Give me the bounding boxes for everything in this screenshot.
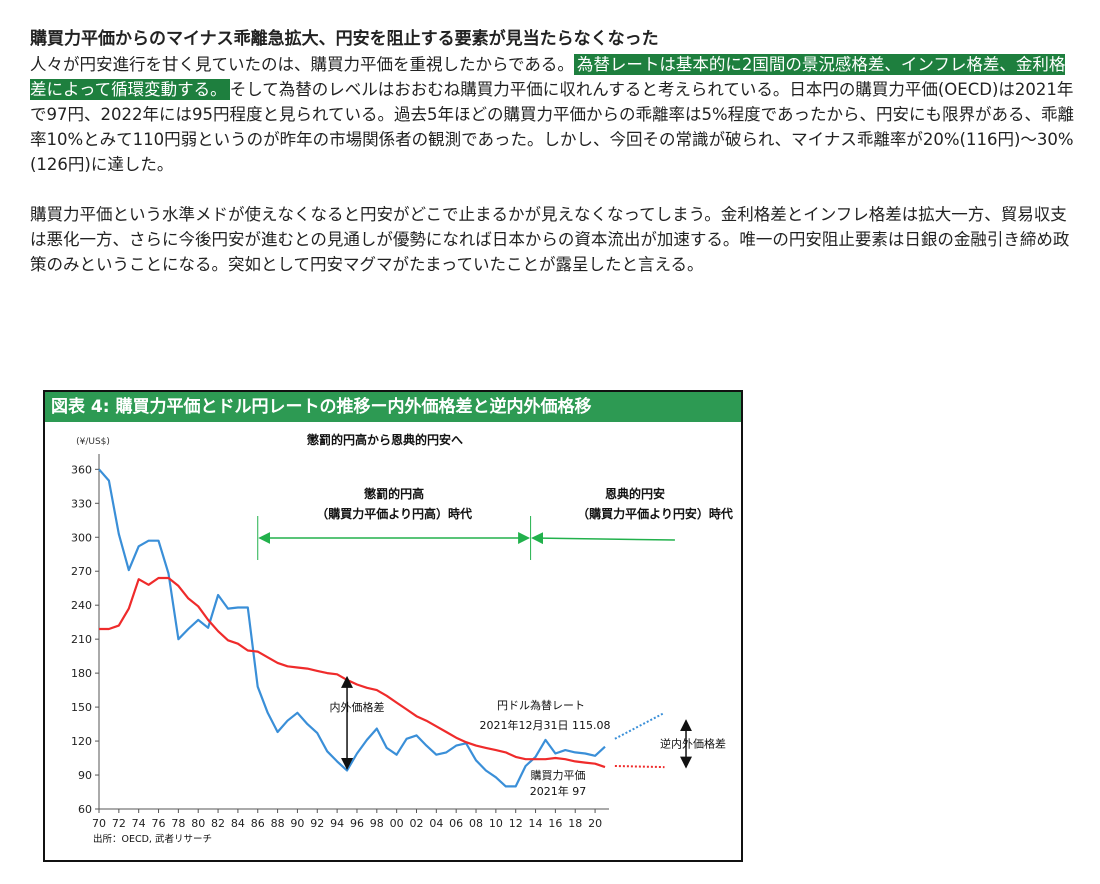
- x-tick-label: 86: [251, 817, 265, 830]
- ppp-label: 購買力平価: [531, 768, 586, 782]
- article-heading: 購買力平価からのマイナス乖離急拡大、円安を阻止する要素が見当たらなくなった: [30, 29, 659, 49]
- chart-title: 図表 4: 購買力平価とドル円レートの推移ー内外価格差と逆内外価格移: [45, 392, 741, 422]
- chart-source: 出所：OECD, 武者リサーチ: [93, 833, 212, 845]
- reverse-gap-label: 逆内外価格差: [660, 736, 726, 750]
- era2-arrow: [531, 532, 675, 545]
- era2-subtitle: （購買力平価より円安）時代: [577, 506, 733, 521]
- x-tick-label: 96: [350, 817, 364, 830]
- x-tick-label: 74: [132, 817, 146, 830]
- chart-plot: (¥/US$)609012015018021024027030033036070…: [71, 432, 733, 845]
- y-tick-label: 270: [71, 565, 92, 578]
- y-axis-unit: (¥/US$): [76, 437, 110, 447]
- x-tick-label: 16: [548, 817, 562, 830]
- x-tick-label: 06: [449, 817, 463, 830]
- x-tick-label: 18: [568, 817, 582, 830]
- y-tick-label: 180: [71, 667, 92, 680]
- chart-subtitle: 懲罰的円高から恩典的円安へ: [306, 432, 463, 447]
- ppp-value: 2021年 97: [530, 784, 587, 798]
- x-tick-label: 94: [330, 817, 344, 830]
- x-tick-label: 14: [529, 817, 543, 830]
- era1-title: 懲罰的円高: [363, 486, 424, 501]
- x-tick-label: 70: [92, 817, 106, 830]
- y-tick-label: 330: [71, 497, 92, 510]
- x-tick-label: 12: [509, 817, 523, 830]
- era2-title: 恩典的円安: [605, 486, 665, 501]
- x-tick-label: 88: [271, 817, 285, 830]
- series-line: [99, 576, 606, 769]
- article: 購買力平価からのマイナス乖離急拡大、円安を阻止する要素が見当たらなくなった 人々…: [30, 26, 1080, 277]
- paragraph-2: 購買力平価という水準メドが使えなくなると円安がどこで止まるかが見えなくなってしま…: [30, 205, 1070, 274]
- x-tick-label: 20: [588, 817, 602, 830]
- x-tick-label: 04: [429, 817, 443, 830]
- y-tick-label: 150: [71, 701, 92, 714]
- x-tick-label: 84: [231, 817, 245, 830]
- x-tick-label: 76: [152, 817, 166, 830]
- x-tick-label: 90: [290, 817, 304, 830]
- x-tick-label: 82: [211, 817, 225, 830]
- rate-value: 2021年12月31日 115.08: [480, 718, 611, 732]
- x-tick-label: 08: [469, 817, 483, 830]
- x-tick-label: 72: [112, 817, 126, 830]
- y-tick-label: 90: [78, 769, 92, 782]
- rate-label: 円ドル為替レート: [497, 698, 585, 712]
- gap-label: 内外価格差: [330, 700, 385, 714]
- chart-figure: 図表 4: 購買力平価とドル円レートの推移ー内外価格差と逆内外価格移 (¥/US…: [43, 390, 743, 862]
- paragraph-1: 人々が円安進行を甘く見ていたのは、購買力平価を重視したからである。 為替レートは基…: [30, 52, 1080, 177]
- x-tick-label: 92: [310, 817, 324, 830]
- x-tick-label: 10: [489, 817, 503, 830]
- paragraph-1-rest: そして為替のレベルはおおむね購買力平価に収れんすると考えられている。日本円の購買…: [30, 80, 1074, 174]
- era1-subtitle: （購買力平価より円高）時代: [316, 506, 472, 521]
- y-tick-label: 300: [71, 531, 92, 544]
- y-tick-label: 210: [71, 633, 92, 646]
- forecast-line: [614, 711, 665, 740]
- forecast-line: [614, 765, 665, 769]
- x-tick-label: 98: [370, 817, 384, 830]
- x-tick-label: 80: [191, 817, 205, 830]
- y-tick-label: 240: [71, 599, 92, 612]
- y-tick-label: 60: [78, 803, 92, 816]
- y-tick-label: 360: [71, 463, 92, 476]
- paragraph-1-intro: 人々が円安進行を甘く見ていたのは、購買力平価を重視したからである。: [30, 55, 574, 74]
- x-tick-label: 02: [409, 817, 423, 830]
- y-tick-label: 120: [71, 735, 92, 748]
- x-tick-label: 00: [390, 817, 404, 830]
- x-tick-label: 78: [171, 817, 185, 830]
